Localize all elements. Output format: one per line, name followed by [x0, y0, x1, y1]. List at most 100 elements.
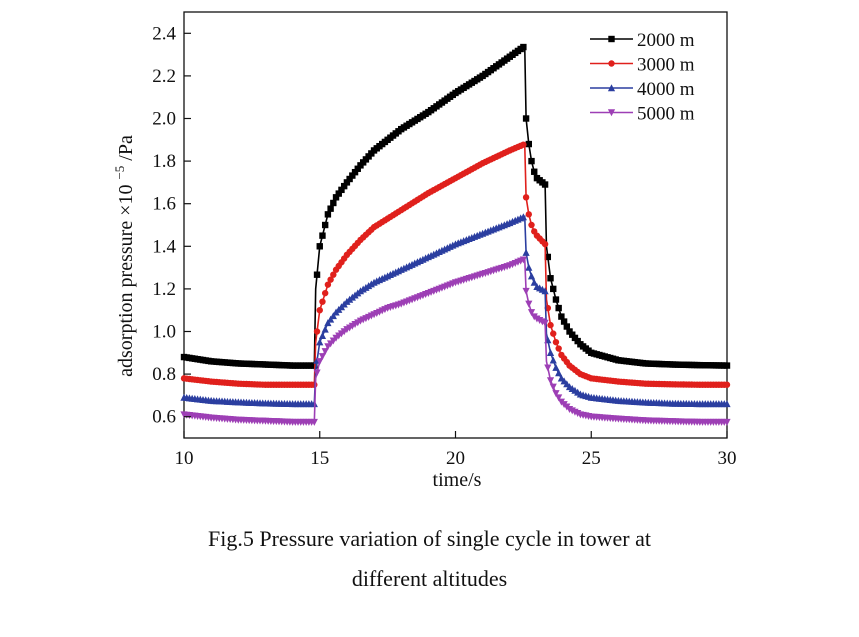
data-point	[519, 213, 527, 221]
data-point	[330, 271, 337, 278]
data-point	[354, 165, 361, 172]
data-point	[547, 275, 554, 282]
data-point	[525, 263, 533, 271]
y-tick-label: 0.6	[152, 407, 176, 428]
x-tick-label: 25	[582, 448, 601, 469]
data-point	[528, 157, 535, 165]
legend-label: 4000 m	[637, 79, 695, 100]
y-axis-title-unit: /Pa	[115, 135, 137, 161]
data-point	[519, 256, 527, 264]
data-point	[547, 321, 554, 329]
data-point	[552, 296, 560, 303]
data-point	[310, 418, 318, 426]
series-4000-m	[180, 213, 731, 408]
legend-item: 4000 m	[590, 79, 695, 100]
x-tick-label: 15	[310, 448, 329, 469]
data-point	[555, 304, 562, 312]
y-axis-title: adsorption pressure ×10 −5 /Pa	[107, 135, 137, 377]
legend-marker	[607, 109, 616, 117]
data-point	[343, 179, 351, 186]
data-point	[528, 221, 535, 229]
data-point	[335, 190, 342, 197]
data-point	[552, 390, 560, 398]
data-point	[318, 353, 327, 361]
y-tick-label: 1.0	[152, 322, 176, 343]
data-point	[723, 381, 731, 388]
data-point	[544, 364, 552, 372]
data-point	[313, 369, 321, 377]
legend-label: 3000 m	[637, 55, 695, 76]
data-point	[522, 115, 530, 122]
data-point	[527, 309, 536, 317]
figure-caption-line1: Fig.5 Pressure variation of single cycle…	[208, 526, 651, 551]
legend-marker	[608, 35, 615, 43]
series-3000-m	[180, 141, 731, 388]
x-tick-label: 30	[718, 448, 737, 469]
y-tick-label: 2.0	[152, 109, 176, 130]
x-axis-title: time/s	[433, 469, 482, 491]
data-point	[531, 168, 538, 175]
data-point	[563, 323, 571, 330]
data-point	[555, 394, 563, 402]
legend-item: 3000 m	[590, 55, 695, 76]
data-point	[555, 369, 563, 377]
data-point	[555, 345, 562, 352]
series-2000-m	[180, 43, 731, 369]
series-layer	[180, 43, 731, 426]
data-point	[321, 348, 329, 356]
data-point	[723, 362, 731, 369]
data-point	[541, 181, 549, 188]
data-point	[723, 400, 731, 408]
data-point	[332, 194, 340, 201]
y-tick-label: 1.8	[152, 151, 176, 172]
data-point	[329, 312, 337, 320]
data-point	[321, 221, 329, 229]
data-point	[327, 276, 334, 283]
data-point	[549, 356, 557, 364]
data-point	[313, 271, 321, 278]
data-point	[546, 349, 555, 356]
data-point	[316, 243, 323, 250]
plot-frame	[183, 11, 728, 439]
data-point	[321, 289, 329, 297]
data-point	[558, 313, 565, 320]
y-axis-title-text: adsorption pressure	[115, 221, 137, 377]
y-tick-label: 2.2	[152, 66, 176, 87]
data-point	[527, 272, 536, 280]
data-point	[338, 186, 345, 194]
y-tick-label: 1.2	[152, 279, 176, 300]
y-tick-label: 1.6	[152, 194, 176, 215]
x-tick-label: 20	[446, 448, 465, 469]
data-point	[525, 211, 533, 218]
data-point	[541, 240, 549, 248]
x-tick-label: 10	[175, 448, 194, 469]
y-tick-label: 1.4	[152, 236, 176, 257]
legend-marker	[608, 60, 615, 67]
data-point	[530, 278, 538, 286]
data-point	[522, 248, 530, 256]
data-point	[546, 377, 555, 385]
data-point	[324, 211, 332, 218]
data-point	[321, 325, 329, 333]
data-point	[522, 287, 530, 295]
data-point	[319, 298, 326, 305]
data-point	[327, 315, 335, 323]
y-tick-label: 2.4	[152, 23, 176, 44]
data-point	[520, 141, 527, 148]
series-5000-m	[180, 256, 731, 426]
data-point	[313, 328, 321, 335]
data-point	[327, 205, 334, 212]
data-point	[330, 199, 337, 207]
legend-label: 2000 m	[637, 30, 695, 51]
y-axis-title-exp: −5	[112, 166, 127, 180]
legend-label: 5000 m	[637, 104, 695, 125]
data-point	[552, 338, 560, 346]
data-point	[550, 285, 557, 293]
data-point	[520, 43, 527, 51]
data-point	[541, 319, 549, 327]
y-tick-label: 0.8	[152, 364, 176, 385]
y-axis-title-mult: ×10	[115, 185, 137, 216]
data-point	[552, 363, 560, 371]
plot-area: 10 15 20 25 30 0.6 0.8 1.0 1.2 1.4 1.6 1.8 2.0 2.2 2.4	[152, 11, 737, 469]
